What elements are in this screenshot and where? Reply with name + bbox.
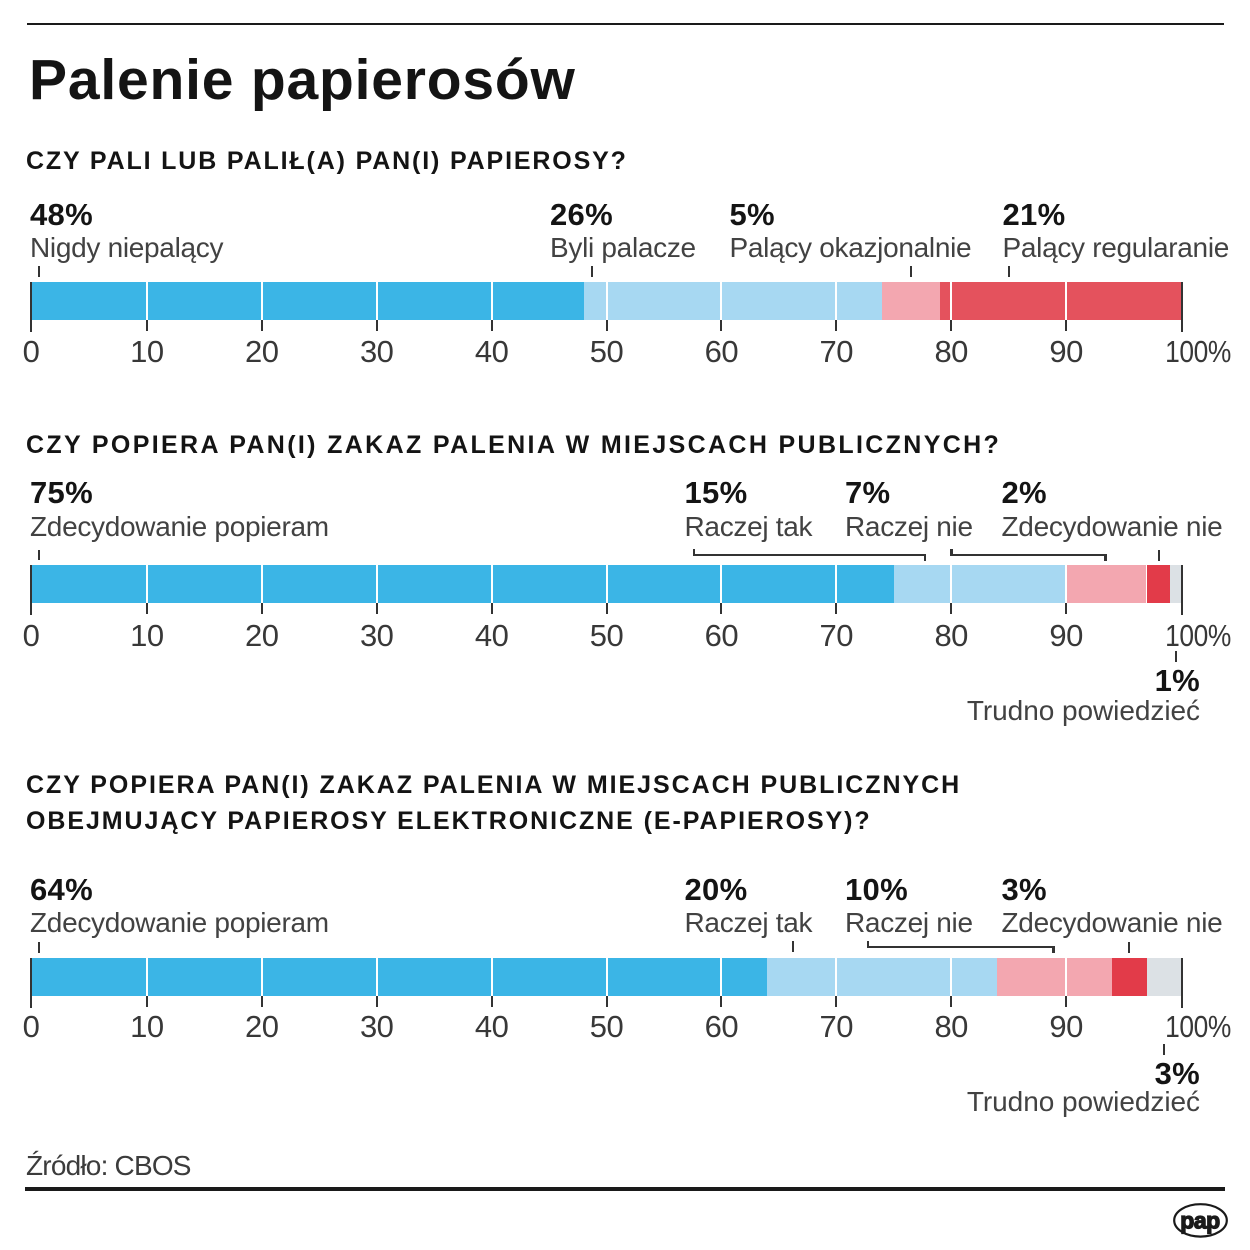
svg-text:pap: pap <box>1180 1208 1220 1234</box>
